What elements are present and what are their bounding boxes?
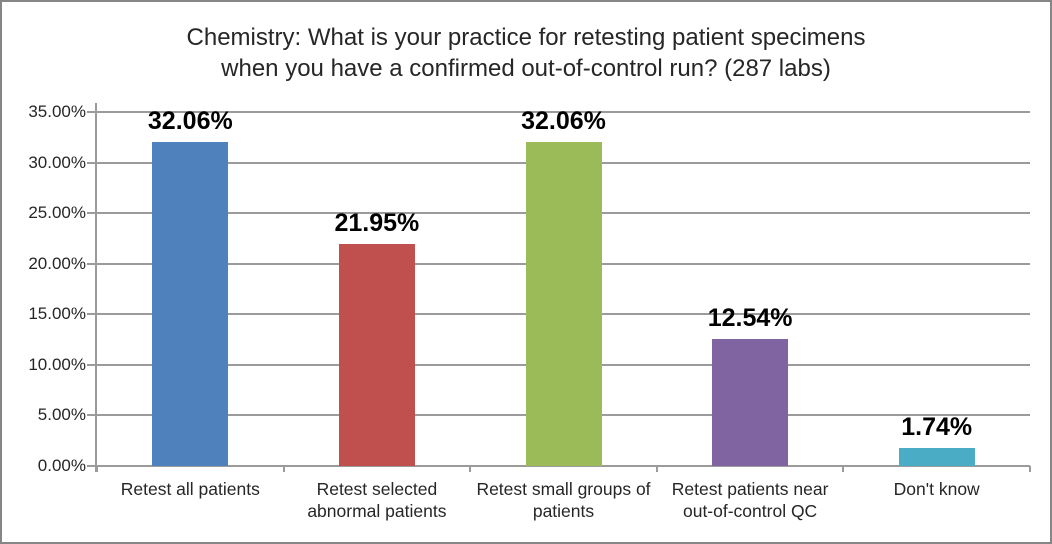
bar-retest-small-groups-of-patients <box>525 142 602 466</box>
bar-value-label-retest-small-groups-of-patients: 32.06% <box>521 107 606 135</box>
y-axis-tick-30-00 <box>87 161 96 164</box>
y-axis-tick-35-00 <box>87 111 96 113</box>
x-category-label-retest-selected-abnormal-patients: Retest selected abnormal patients <box>307 479 447 521</box>
x-axis-tick-5 <box>1029 466 1031 472</box>
y-tick-label-0-00: 0.00% <box>37 456 86 475</box>
bar-retest-selected-abnormal-patients <box>338 244 415 466</box>
plot-area: 32.06% 21.95% 32.06% 12.54% 1.74% <box>87 103 1031 472</box>
x-axis-tick-0 <box>96 466 98 472</box>
x-axis-tick-1 <box>282 466 285 472</box>
y-tick-label-30-00: 30.00% <box>28 152 86 172</box>
gridline-0-00 <box>97 465 1030 467</box>
x-axis-tick-3 <box>655 466 658 472</box>
x-category-label-retest-patients-near-out-of-control-qc: Retest patients near out-of-control QC <box>671 479 829 521</box>
x-axis-tick-4 <box>842 466 845 472</box>
y-axis-tick-15-00 <box>87 313 96 316</box>
bar-value-label-don-t-know: 1.74% <box>901 413 973 441</box>
y-tick-label-20-00: 20.00% <box>28 253 86 273</box>
y-tick-label-15-00: 15.00% <box>28 304 86 324</box>
x-category-label-retest-all-patients: Retest all patients <box>120 479 260 499</box>
bar-retest-patients-near-out-of-control-qc <box>712 339 789 466</box>
y-tick-label-10-00: 10.00% <box>28 354 86 374</box>
chart-title: Chemistry: What is your practice for ret… <box>186 24 866 82</box>
y-axis-line <box>95 103 97 472</box>
y-tick-label-35-00: 35.00% <box>28 102 86 121</box>
bar-retest-all-patients <box>152 142 229 466</box>
y-axis-tick-5-00 <box>87 414 96 417</box>
x-category-label-don-t-know: Don't know <box>893 479 980 499</box>
y-tick-label-25-00: 25.00% <box>28 203 86 223</box>
bar-value-label-retest-all-patients: 32.06% <box>147 107 233 135</box>
bar-value-label-retest-selected-abnormal-patients: 21.95% <box>334 209 420 237</box>
x-category-label-retest-small-groups-of-patients: Retest small groups of patients <box>476 479 651 521</box>
x-axis-tick-2 <box>469 466 472 472</box>
y-axis-tick-20-00 <box>87 262 96 265</box>
gridline-35-00 <box>97 111 1030 113</box>
y-tick-label-5-00: 5.00% <box>37 405 86 425</box>
bar-value-label-retest-patients-near-out-of-control-qc: 12.54% <box>707 304 793 332</box>
y-axis-tick-0-00 <box>87 465 96 467</box>
bar-don-t-know <box>898 448 975 466</box>
y-axis-tick-10-00 <box>87 363 96 366</box>
y-axis-tick-25-00 <box>87 212 96 215</box>
